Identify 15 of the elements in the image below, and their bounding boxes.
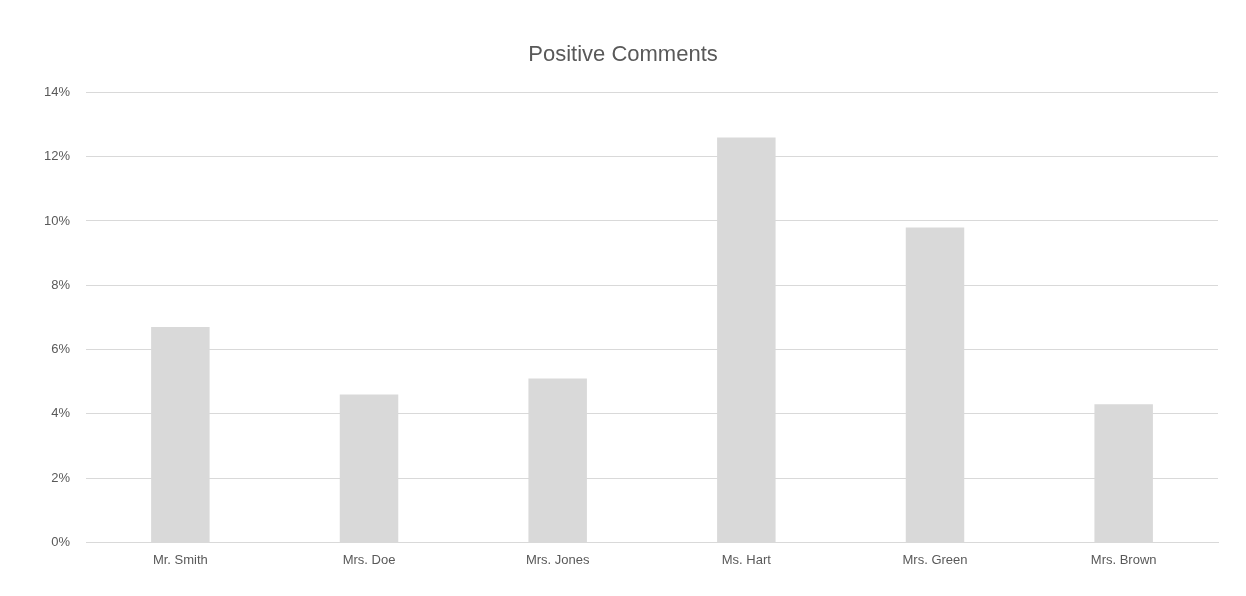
y-tick-label: 10% xyxy=(43,212,71,228)
y-tick-label: 0% xyxy=(51,533,71,549)
x-tick-label: Mrs. Doe xyxy=(342,551,396,567)
x-tick-label: Mrs. Brown xyxy=(1090,551,1157,567)
y-tick-label: 6% xyxy=(51,341,71,357)
x-tick-label: Mrs. Jones xyxy=(525,551,590,567)
y-tick-label: 12% xyxy=(43,148,71,164)
y-tick-label: 14% xyxy=(43,83,71,99)
y-tick-label: 2% xyxy=(51,469,71,485)
chart-title: Positive Comments xyxy=(528,41,718,67)
x-tick-label: Mrs. Green xyxy=(902,551,968,567)
x-tick-label: Mr. Smith xyxy=(152,551,208,567)
y-tick-label: 8% xyxy=(51,276,71,292)
x-tick-label: Ms. Hart xyxy=(721,551,772,567)
y-tick-label: 4% xyxy=(51,405,71,421)
